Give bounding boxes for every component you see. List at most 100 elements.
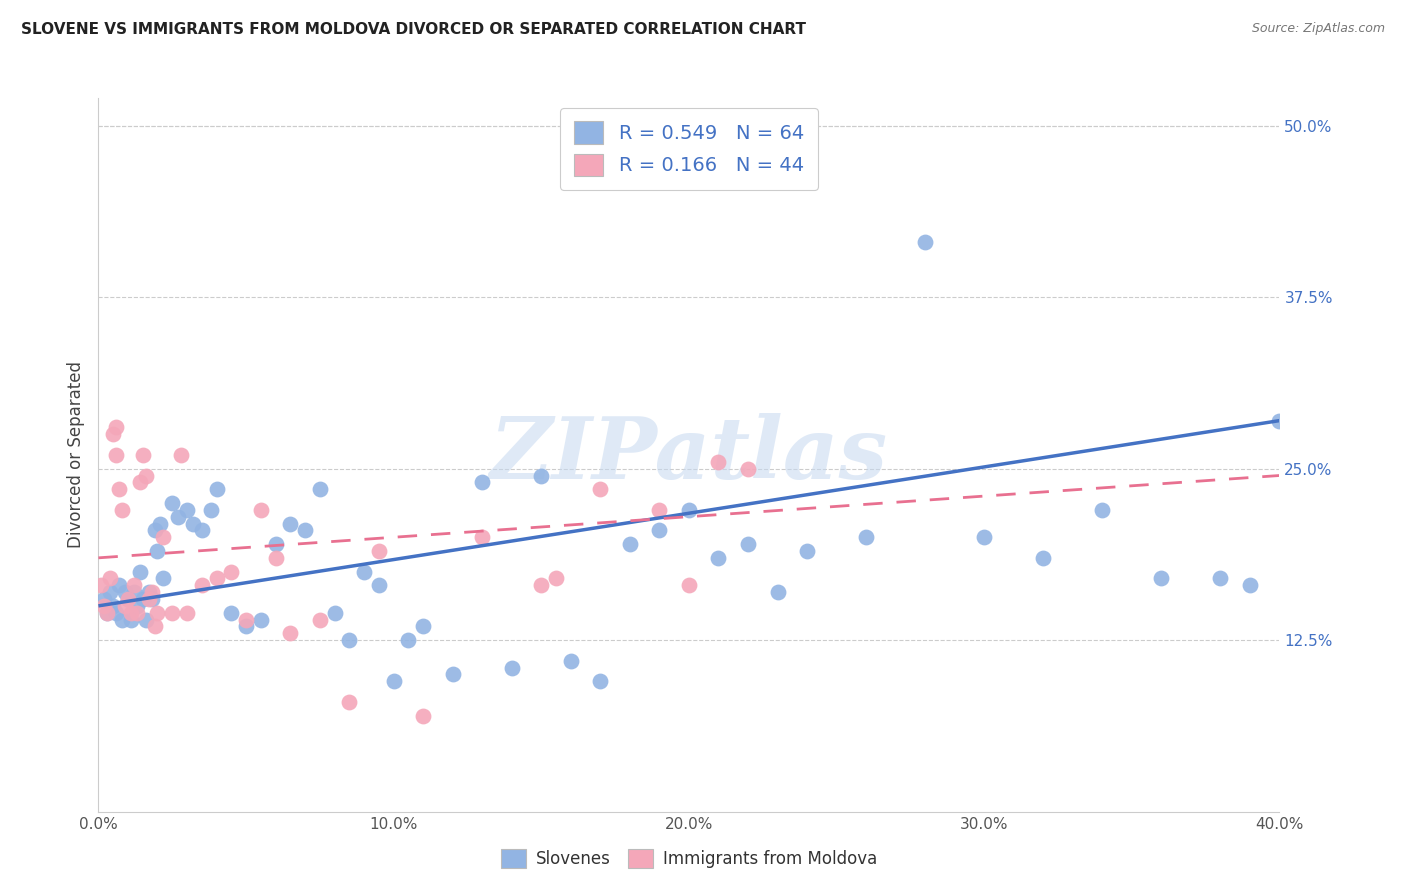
Point (737, 537, 759, 551)
Point (93, 592, 115, 607)
Point (619, 537, 641, 551)
Point (105, 420, 128, 434)
Point (396, 633, 419, 648)
Text: ZIPatlas: ZIPatlas (489, 413, 889, 497)
Point (1209, 571, 1232, 585)
Point (152, 530, 174, 544)
Point (132, 448, 155, 462)
Point (96, 606, 118, 620)
Point (1268, 414, 1291, 428)
Point (167, 509, 190, 524)
Point (337, 633, 360, 648)
Legend: Slovenes, Immigrants from Moldova: Slovenes, Immigrants from Moldova (495, 842, 883, 875)
Point (108, 482, 131, 496)
Point (441, 667, 464, 681)
Point (170, 448, 193, 462)
Point (200, 503, 222, 517)
Point (235, 613, 257, 627)
Point (353, 565, 375, 579)
Point (111, 613, 134, 627)
Point (146, 606, 169, 620)
Point (114, 599, 136, 613)
Point (128, 475, 150, 490)
Point (176, 503, 198, 517)
Point (191, 524, 214, 538)
Point (1150, 571, 1173, 585)
Y-axis label: Divorced or Separated: Divorced or Separated (66, 361, 84, 549)
Point (766, 585, 789, 599)
Point (264, 550, 287, 565)
Point (176, 606, 198, 620)
Point (855, 530, 877, 544)
Point (278, 626, 302, 640)
Point (181, 516, 204, 531)
Point (309, 613, 332, 627)
Point (141, 585, 163, 599)
Point (219, 606, 243, 620)
Point (149, 516, 172, 531)
Point (128, 565, 150, 579)
Point (678, 503, 700, 517)
Point (103, 427, 125, 442)
Point (122, 585, 145, 599)
Point (135, 468, 157, 483)
Point (323, 606, 346, 620)
Point (108, 578, 131, 592)
Point (117, 592, 139, 607)
Point (117, 592, 139, 607)
Point (103, 599, 125, 613)
Point (678, 578, 700, 592)
Point (143, 619, 166, 633)
Point (152, 571, 174, 585)
Point (501, 660, 523, 674)
Point (648, 524, 671, 538)
Point (90, 578, 112, 592)
Point (530, 468, 553, 483)
Point (546, 571, 568, 585)
Text: SLOVENE VS IMMIGRANTS FROM MOLDOVA DIVORCED OR SEPARATED CORRELATION CHART: SLOVENE VS IMMIGRANTS FROM MOLDOVA DIVOR… (21, 22, 806, 37)
Point (162, 606, 183, 620)
Point (914, 235, 936, 250)
Point (648, 503, 671, 517)
Point (589, 674, 612, 689)
Point (98, 585, 121, 599)
Point (471, 530, 494, 544)
Point (707, 455, 730, 469)
Point (1032, 550, 1054, 565)
Point (471, 475, 494, 490)
Point (141, 592, 163, 607)
Point (309, 482, 332, 496)
Point (1239, 578, 1261, 592)
Point (138, 585, 160, 599)
Point (264, 537, 287, 551)
Point (235, 619, 257, 633)
Point (530, 578, 553, 592)
Point (219, 565, 243, 579)
Point (120, 606, 142, 620)
Point (412, 619, 434, 633)
Point (412, 708, 434, 723)
Point (737, 461, 759, 475)
Point (205, 571, 228, 585)
Point (191, 578, 214, 592)
Point (146, 544, 169, 558)
Point (125, 606, 148, 620)
Point (105, 606, 128, 620)
Point (796, 544, 818, 558)
Point (368, 544, 391, 558)
Point (96, 606, 118, 620)
Point (143, 524, 166, 538)
Point (294, 524, 316, 538)
Point (114, 585, 136, 599)
Point (122, 578, 145, 592)
Point (132, 592, 155, 607)
Point (1091, 503, 1114, 517)
Point (589, 482, 612, 496)
Point (162, 496, 183, 510)
Point (98, 571, 121, 585)
Point (125, 599, 148, 613)
Point (707, 550, 730, 565)
Point (382, 674, 405, 689)
Point (278, 516, 302, 531)
Point (973, 530, 995, 544)
